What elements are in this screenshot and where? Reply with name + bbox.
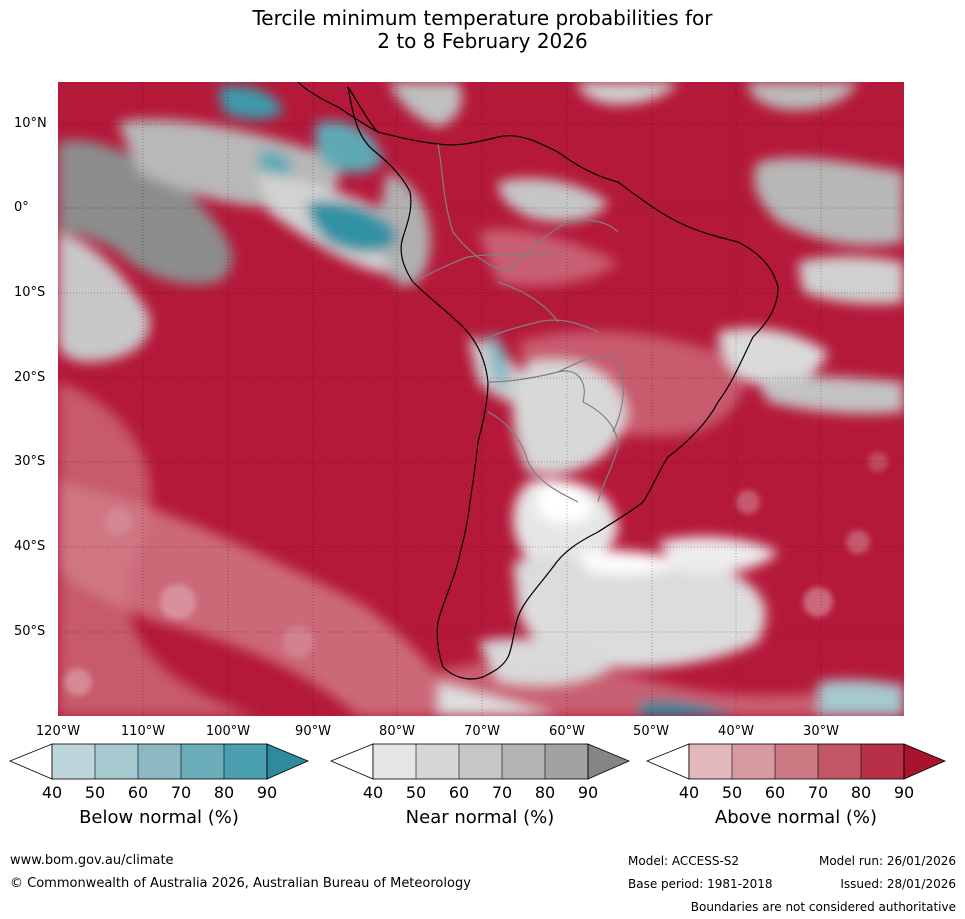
- lon-label-90w: 90°W: [295, 724, 331, 739]
- colorbar-above-normal: [645, 743, 947, 780]
- below-tick-80: 80: [213, 783, 235, 802]
- near-tick-70: 70: [491, 783, 513, 802]
- footer-copyright: © Commonwealth of Australia 2026, Austra…: [10, 876, 471, 891]
- map-title-line1: Tercile minimum temperature probabilitie…: [252, 6, 713, 30]
- near-normal-title: Near normal (%): [405, 807, 555, 828]
- colorbar-near-normal: [329, 743, 631, 780]
- lat-label-10n: 10°N: [14, 116, 47, 131]
- map-speckle-texture: [64, 452, 888, 696]
- lon-label-40w: 40°W: [718, 724, 754, 739]
- lon-label-50w: 50°W: [633, 724, 669, 739]
- footer-website: www.bom.gov.au/climate: [10, 853, 174, 868]
- lat-label-50s: 50°S: [14, 624, 46, 639]
- lon-label-80w: 80°W: [379, 724, 415, 739]
- footer-issued: Issued: 28/01/2026: [840, 877, 956, 891]
- map-title-line2: 2 to 8 February 2026: [377, 29, 588, 53]
- below-tick-90: 90: [256, 783, 278, 802]
- lon-label-100w: 100°W: [205, 724, 251, 739]
- above-tick-70: 70: [807, 783, 829, 802]
- above-tick-40: 40: [678, 783, 700, 802]
- lat-label-10s: 10°S: [14, 285, 46, 300]
- footer-model: Model: ACCESS-S2: [628, 854, 740, 868]
- near-tick-50: 50: [405, 783, 427, 802]
- above-normal-title: Above normal (%): [714, 807, 878, 828]
- lat-label-30s: 30°S: [14, 454, 46, 469]
- below-tick-60: 60: [127, 783, 149, 802]
- country-boundaries: [412, 143, 624, 503]
- above-tick-50: 50: [721, 783, 743, 802]
- near-tick-80: 80: [534, 783, 556, 802]
- footer-disclaimer: Boundaries are not considered authoritat…: [690, 900, 956, 914]
- below-tick-70: 70: [170, 783, 192, 802]
- lat-label-0: 0°: [14, 200, 29, 215]
- near-tick-60: 60: [448, 783, 470, 802]
- lon-label-30w: 30°W: [803, 724, 839, 739]
- below-normal-title: Below normal (%): [79, 807, 239, 828]
- lat-label-20s: 20°S: [14, 370, 46, 385]
- colorbar-below-normal: [8, 743, 310, 780]
- lon-label-110w: 110°W: [120, 724, 166, 739]
- above-tick-80: 80: [850, 783, 872, 802]
- above-tick-60: 60: [764, 783, 786, 802]
- near-tick-90: 90: [577, 783, 599, 802]
- lat-label-40s: 40°S: [14, 539, 46, 554]
- map-gridlines: [58, 82, 904, 716]
- map-field-shading: [58, 82, 904, 716]
- lon-label-70w: 70°W: [464, 724, 500, 739]
- footer-model-run: Model run: 26/01/2026: [818, 854, 956, 868]
- central-america-coastline: [297, 82, 379, 133]
- above-tick-90: 90: [893, 783, 915, 802]
- below-tick-50: 50: [84, 783, 106, 802]
- lon-label-120w: 120°W: [35, 724, 81, 739]
- probability-map: [58, 82, 904, 716]
- below-tick-40: 40: [41, 783, 63, 802]
- near-tick-40: 40: [362, 783, 384, 802]
- lon-label-60w: 60°W: [549, 724, 585, 739]
- footer-base-period: Base period: 1981-2018: [628, 877, 773, 891]
- south-america-coastline: [347, 86, 779, 680]
